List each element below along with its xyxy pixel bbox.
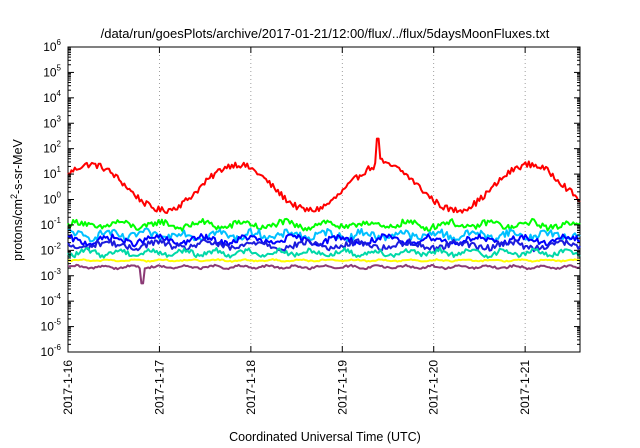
- plot-frame: [67, 46, 581, 353]
- x-axis-label: Coordinated Universal Time (UTC): [229, 430, 421, 444]
- y-axis-label: protons/cm2-s-sr-MeV: [9, 138, 25, 260]
- x-tick-label: 2017-1-20: [427, 360, 441, 415]
- series-line: [67, 263, 581, 285]
- series-line: [67, 217, 581, 232]
- series-line: [67, 238, 581, 253]
- y-tick-label: 101: [43, 165, 61, 181]
- axis-ticks: 106 105 104 103 102 101 100 10-1 10-2 10-3 10-4 10-…: [41, 38, 580, 415]
- y-tick-label: 10-6: [41, 343, 62, 359]
- y-tick-label: 106: [43, 38, 61, 54]
- series-line: [67, 137, 581, 214]
- series-line: [67, 246, 581, 259]
- y-tick-label: 10-2: [41, 241, 62, 257]
- y-tick-label: 102: [43, 140, 61, 156]
- series-line: [67, 233, 581, 248]
- chart-title: /data/run/goesPlots/archive/2017-01-21/1…: [101, 26, 550, 41]
- y-tick-label: 10-1: [41, 216, 62, 232]
- x-tick-label: 2017-1-16: [61, 360, 75, 415]
- gridlines: [159, 47, 526, 352]
- y-tick-label: 10-3: [41, 267, 62, 283]
- x-tick-label: 2017-1-18: [244, 360, 258, 415]
- y-tick-label: 103: [43, 114, 61, 130]
- y-tick-label: 105: [43, 63, 61, 79]
- x-tick-label: 2017-1-17: [152, 360, 166, 415]
- x-tick-label: 2017-1-19: [335, 360, 349, 415]
- y-tick-label: 104: [43, 89, 61, 105]
- y-tick-label: 10-5: [41, 318, 62, 334]
- series-line: [67, 258, 581, 263]
- x-tick-label: 2017-1-21: [518, 360, 532, 415]
- y-tick-label: 10-4: [41, 292, 62, 308]
- series-group: [67, 137, 581, 285]
- y-tick-label: 100: [43, 191, 61, 207]
